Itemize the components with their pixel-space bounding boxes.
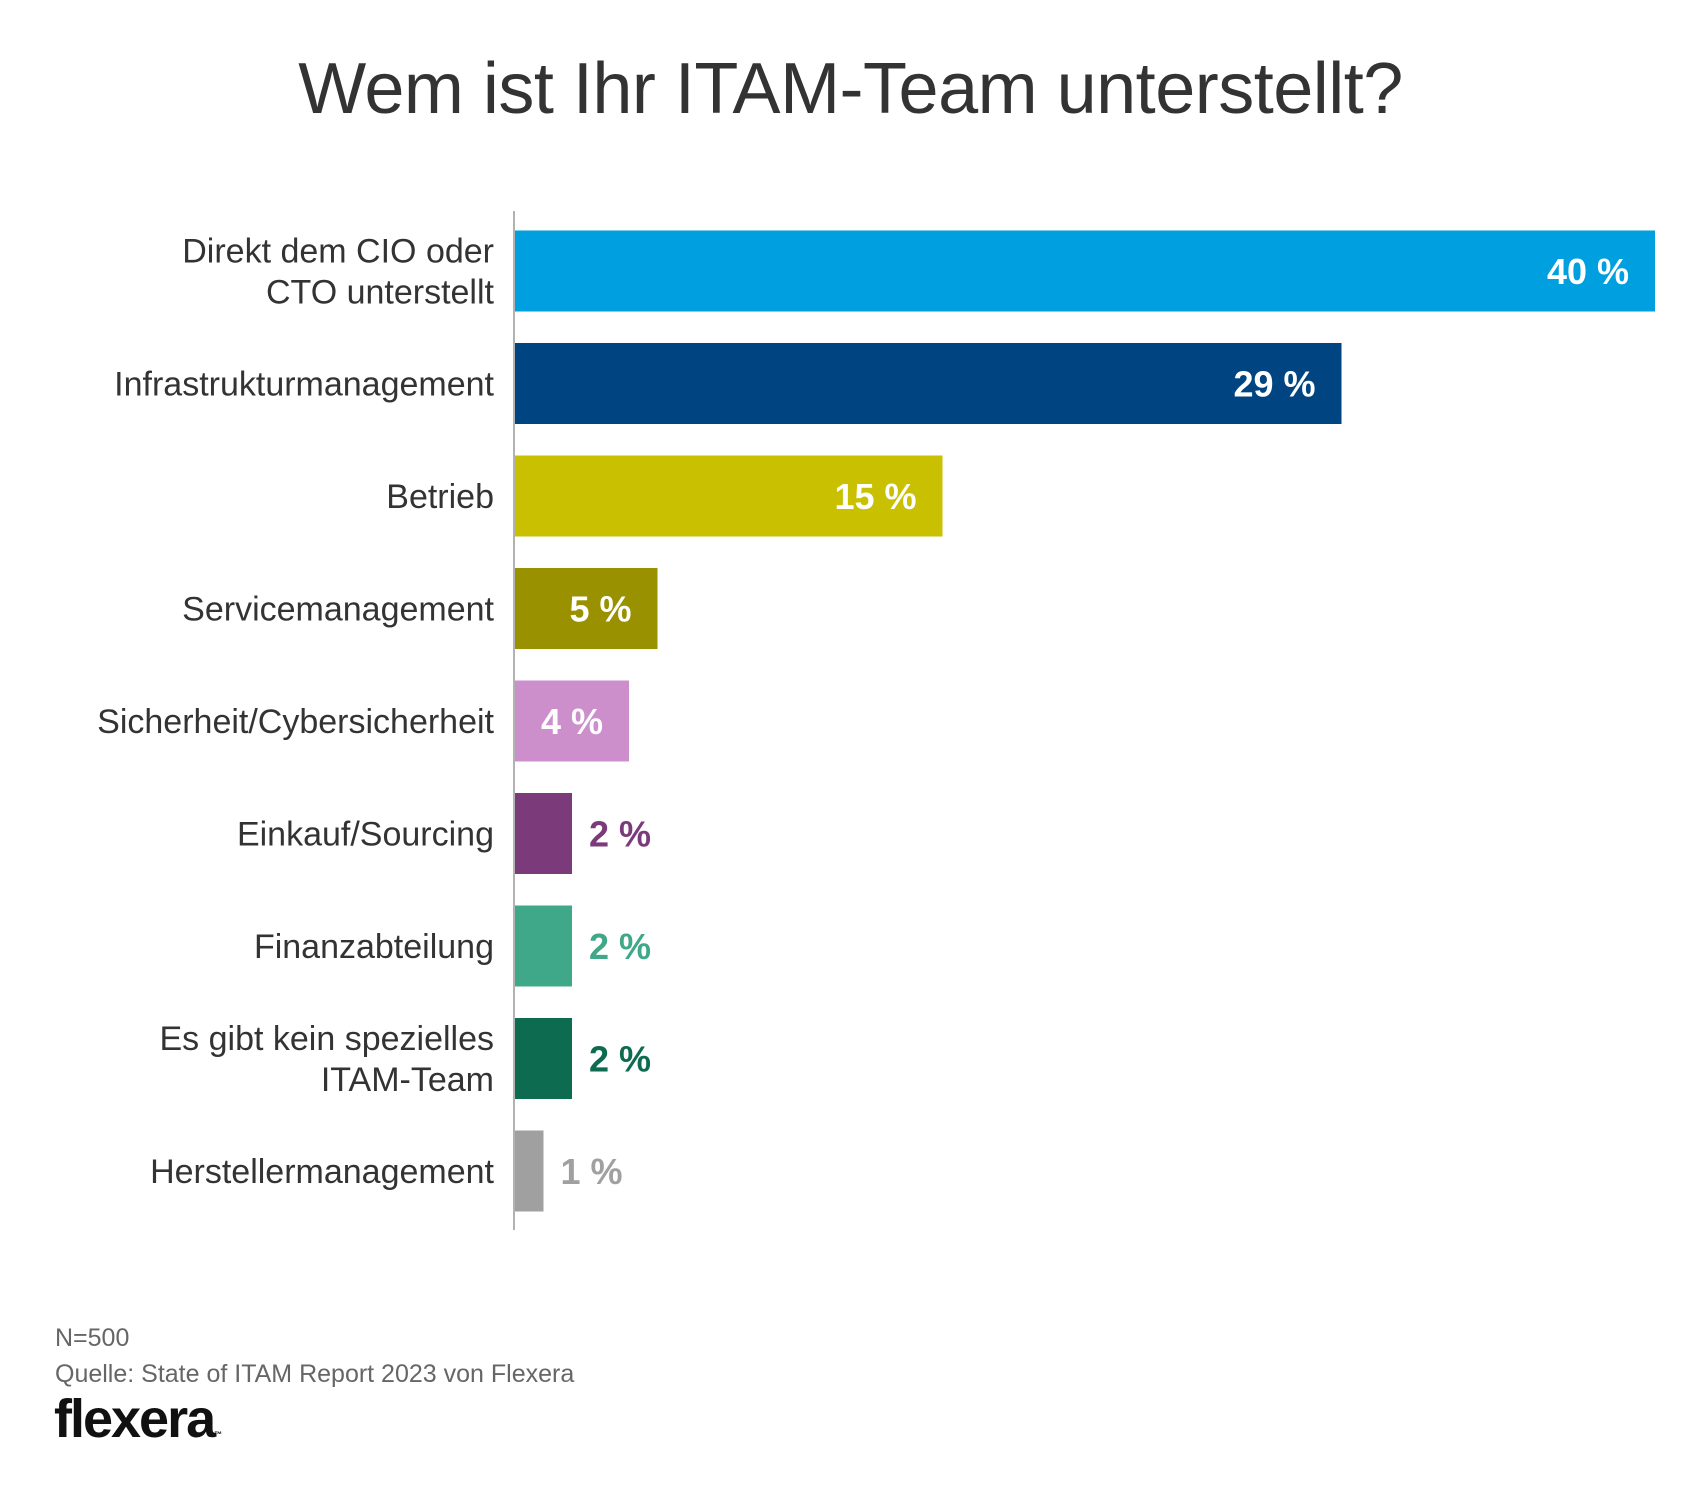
flexera-logo: flexera™ <box>54 1388 222 1450</box>
category-label-line: Herstellermanagement <box>150 1153 494 1191</box>
value-label-4: 4 % <box>541 701 603 742</box>
bar-0 <box>515 230 1655 312</box>
category-label-3: Servicemanagement <box>182 591 494 629</box>
category-label-7: Es gibt kein spezielles ITAM-Team <box>159 1020 494 1099</box>
category-label-line: Einkauf/Sourcing <box>237 816 494 854</box>
chart-title: Wem ist Ihr ITAM-Team unterstellt? <box>298 49 1403 129</box>
value-label-1: 29 % <box>1233 364 1315 405</box>
value-label-5: 2 % <box>589 814 651 855</box>
category-label-0: Direkt dem CIO oder CTO unterstellt <box>182 233 494 312</box>
bar-7 <box>515 1018 572 1099</box>
value-label-0: 40 % <box>1547 251 1629 292</box>
bar-1 <box>515 343 1342 424</box>
bar-5 <box>515 793 572 874</box>
category-label-line: Es gibt kein spezielles <box>159 1020 494 1058</box>
category-label-8: Herstellermanagement <box>150 1153 494 1191</box>
category-label-line: ITAM-Team <box>321 1061 494 1099</box>
category-label-5: Einkauf/Sourcing <box>237 816 494 854</box>
category-label-2: Betrieb <box>386 478 494 516</box>
bar-3 <box>515 568 658 649</box>
category-label-line: Direkt dem CIO oder <box>182 233 494 271</box>
category-label-line: CTO unterstellt <box>266 274 495 312</box>
category-label-line: Servicemanagement <box>182 591 494 629</box>
logo-trademark: ™ <box>214 1430 223 1439</box>
bar-4 <box>515 680 629 762</box>
category-label-1: Infrastrukturmanagement <box>114 366 494 404</box>
category-label-line: Infrastrukturmanagement <box>114 366 494 404</box>
bar-2 <box>515 455 943 537</box>
logo-text: flexera <box>54 1389 216 1449</box>
value-label-8: 1 % <box>561 1151 623 1192</box>
value-label-3: 5 % <box>569 589 631 630</box>
category-label-line: Sicherheit/Cybersicherheit <box>97 703 494 741</box>
value-label-2: 15 % <box>834 476 916 517</box>
source-note: Quelle: State of ITAM Report 2023 von Fl… <box>55 1360 575 1388</box>
category-label-line: Finanzabteilung <box>254 928 494 966</box>
value-label-7: 2 % <box>589 1039 651 1080</box>
value-label-6: 2 % <box>589 926 651 967</box>
sample-size: N=500 <box>55 1324 130 1352</box>
bar-8 <box>515 1130 544 1212</box>
category-label-line: Betrieb <box>386 478 494 516</box>
category-label-4: Sicherheit/Cybersicherheit <box>97 703 494 741</box>
category-label-6: Finanzabteilung <box>254 928 494 966</box>
bar-6 <box>515 905 572 987</box>
chart-footer: N=500 Quelle: State of ITAM Report 2023 … <box>55 1320 574 1392</box>
